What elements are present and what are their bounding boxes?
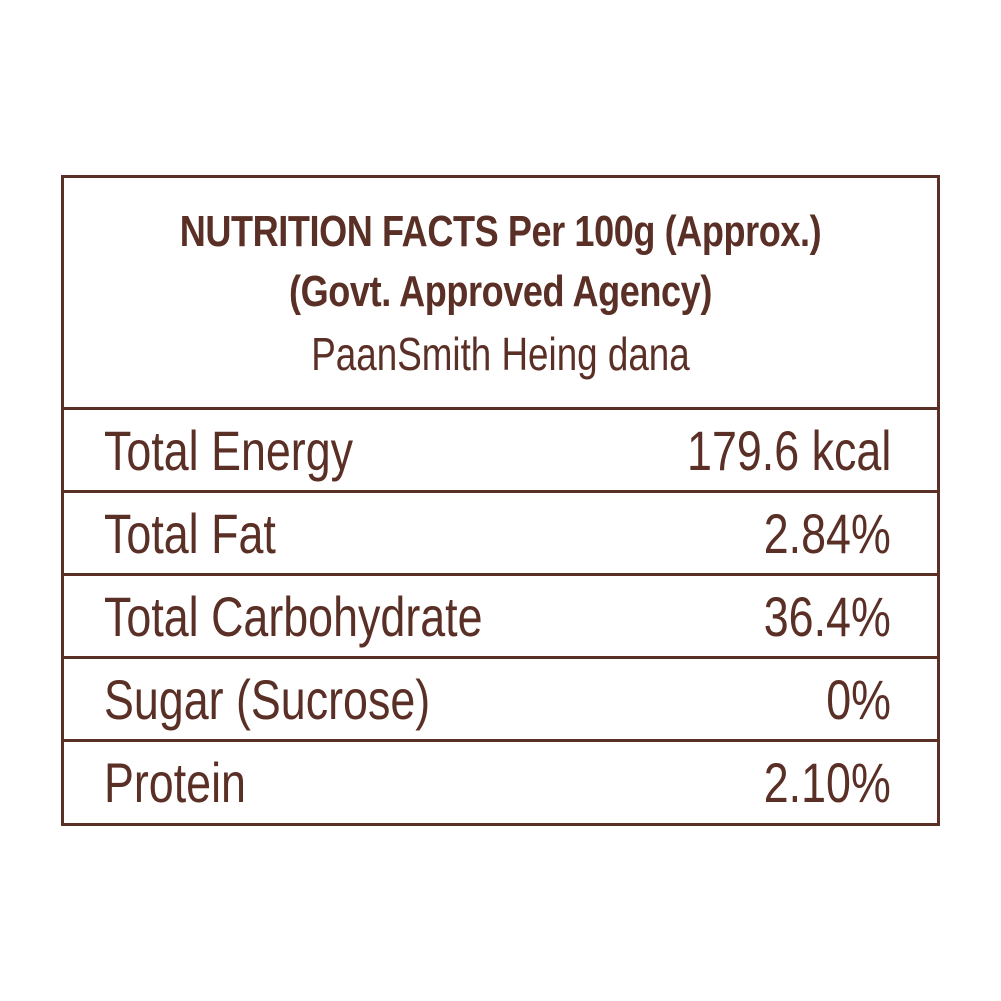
row-label: Total Energy — [104, 418, 354, 482]
title-line-2: (Govt. Approved Agency) — [289, 267, 712, 316]
product-name: PaanSmith Heing dana — [311, 328, 690, 380]
table-row-total-fat: Total Fat 2.84% — [64, 493, 937, 576]
row-label: Sugar (Sucrose) — [104, 667, 431, 731]
row-value: 2.10% — [763, 751, 891, 814]
nutrition-facts-table: NUTRITION FACTS Per 100g (Approx.) (Govt… — [61, 175, 940, 826]
table-row-total-energy: Total Energy 179.6 kcal — [64, 410, 937, 493]
row-value: 179.6 kcal — [686, 418, 891, 482]
title-line-1: NUTRITION FACTS Per 100g (Approx.) — [179, 207, 822, 256]
row-label: Total Carbohydrate — [104, 584, 483, 648]
row-value: 36.4% — [763, 584, 891, 648]
row-label: Protein — [104, 751, 246, 814]
table-row-sugar: Sugar (Sucrose) 0% — [64, 659, 937, 742]
table-row-total-carbohydrate: Total Carbohydrate 36.4% — [64, 576, 937, 659]
row-label: Total Fat — [104, 501, 276, 565]
table-row-protein: Protein 2.10% — [64, 742, 937, 823]
table-header: NUTRITION FACTS Per 100g (Approx.) (Govt… — [64, 178, 937, 410]
row-value: 0% — [826, 667, 891, 731]
row-value: 2.84% — [763, 501, 891, 565]
